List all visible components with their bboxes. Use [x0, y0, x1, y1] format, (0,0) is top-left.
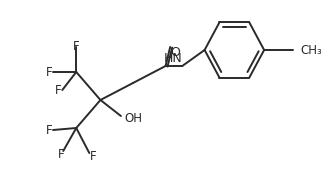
Text: O: O: [170, 45, 180, 58]
Text: F: F: [46, 65, 52, 79]
Text: F: F: [90, 151, 96, 164]
Text: F: F: [58, 149, 65, 161]
Text: CH₃: CH₃: [300, 43, 322, 57]
Text: OH: OH: [124, 111, 142, 124]
Text: F: F: [73, 39, 80, 52]
Text: F: F: [46, 124, 52, 136]
Text: F: F: [55, 84, 62, 98]
Text: HN: HN: [164, 52, 182, 64]
